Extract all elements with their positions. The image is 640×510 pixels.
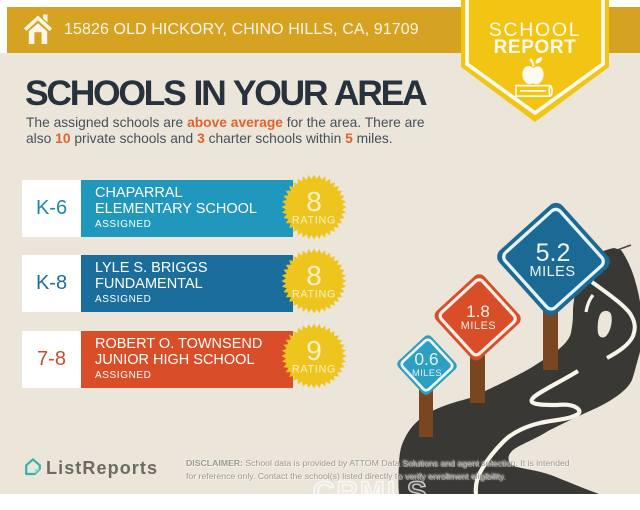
svg-text:9: 9 [306,335,322,366]
svg-text:RATING: RATING [292,364,336,376]
svg-text:MILES: MILES [529,264,575,280]
svg-text:RATING: RATING [292,215,336,227]
svg-text:MILES: MILES [461,320,496,332]
svg-text:RATING: RATING [292,289,336,301]
svg-text:8: 8 [306,260,322,291]
svg-text:1.8: 1.8 [466,302,490,321]
svg-text:8: 8 [306,186,322,217]
svg-text:0.6: 0.6 [414,349,438,369]
svg-text:MILES: MILES [412,368,442,378]
svg-text:5.2: 5.2 [536,239,571,267]
